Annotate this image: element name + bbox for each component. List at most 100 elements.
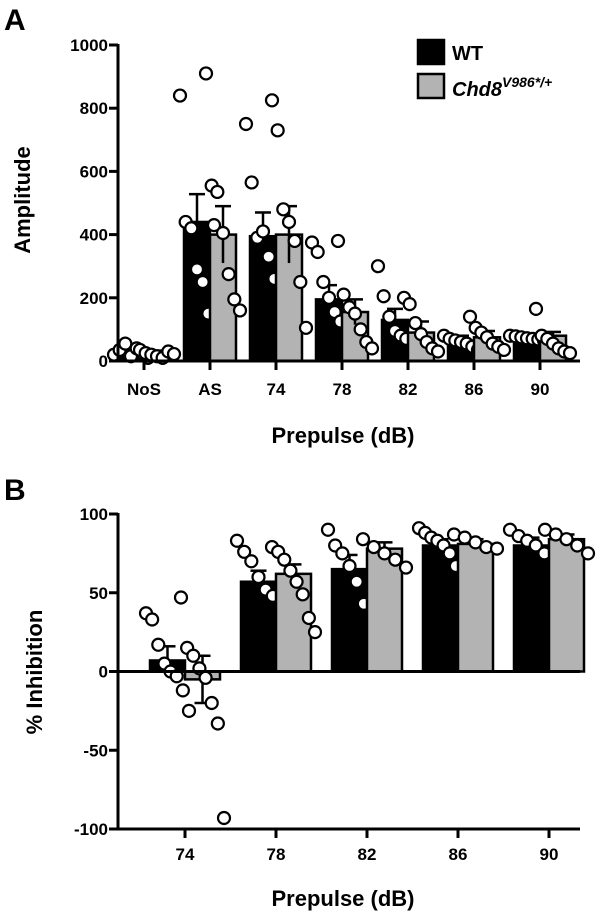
panel-letter-b: B <box>4 474 26 507</box>
panel-a-data-point <box>528 301 544 316</box>
panel-b-y-tick-label: -100 <box>74 820 108 839</box>
legend-label-mutant: Chd8V986*/+ <box>452 74 552 101</box>
panel-b-data-point <box>580 546 596 561</box>
panel-b-data-point <box>198 670 213 685</box>
panel-a-y-tick-label: 0 <box>99 352 108 371</box>
panel-b-data-point <box>301 610 316 626</box>
panel-b-x-tick-label: 82 <box>358 845 377 864</box>
panel-a-data-point <box>430 344 446 359</box>
panel-a-data-point <box>370 259 386 274</box>
panel-b-data-point <box>398 560 414 575</box>
panel-a-data-point <box>293 274 308 290</box>
panel-b-data-point <box>320 522 336 537</box>
panel-b-data-point <box>342 558 357 574</box>
panel-a-data-point <box>227 292 242 307</box>
panel-a-data-point <box>118 336 133 351</box>
panel-a-y-tick-label: 600 <box>80 162 108 181</box>
panel-b-data-point <box>204 695 219 711</box>
panel-a-data-point <box>353 322 368 337</box>
panel-b-data-point <box>442 546 457 561</box>
panel-a-data-point <box>206 218 222 233</box>
panel-letter-a: A <box>4 4 26 37</box>
panel-a-x-tick-label: AS <box>198 380 222 399</box>
panel-a-data-point <box>347 306 363 321</box>
legend-label-mutant-sup: V986*/+ <box>502 74 552 90</box>
panel-a-x-tick-label: 78 <box>333 380 352 399</box>
panel-b-data-point <box>210 716 225 731</box>
panel-b-x-tick-label: 74 <box>176 845 195 864</box>
panel-b-data-point <box>229 533 245 548</box>
panel-a-x-tick-label: 90 <box>531 380 550 399</box>
panel-b-data-point <box>289 574 304 589</box>
panel-b-data-point <box>244 554 259 569</box>
panel-b-y-tick-label: 0 <box>99 663 108 682</box>
panel-b-data-point <box>307 625 323 640</box>
panel-b-x-tick-label: 78 <box>267 845 286 864</box>
panel-b-data-point <box>283 563 298 578</box>
panel-a-data-point <box>264 93 280 108</box>
panel-a-data-point <box>402 297 417 312</box>
panel-b-data-point <box>295 587 310 602</box>
panel-b-y-tick-label: 50 <box>89 584 108 603</box>
panel-a-x-axis-title: Prepulse (dB) <box>271 423 414 448</box>
panel-b-data-point <box>388 552 403 567</box>
panel-a-y-tick-label: 1000 <box>70 36 108 55</box>
panel-a-data-point <box>270 123 285 138</box>
panel-b-data-point <box>251 569 266 585</box>
panel-b-data-point <box>366 539 381 555</box>
panel-b-data-point <box>216 810 232 826</box>
panel-b-bar-mutant <box>547 537 586 673</box>
panel-a-x-tick-label: 74 <box>267 380 286 399</box>
panel-b-y-tick-label: 100 <box>80 505 108 524</box>
panel-b-data-point <box>528 538 543 553</box>
panel-a-data-point <box>198 66 214 81</box>
panel-b-bar-mutant <box>365 547 404 673</box>
panel-a-data-point <box>364 341 380 356</box>
panel-a-data-point <box>408 315 423 331</box>
panel-a-data-point <box>276 202 291 217</box>
panel-a-data-point <box>195 274 210 290</box>
panel-a-data-point <box>298 320 314 335</box>
panel-a-data-point <box>244 175 259 190</box>
panel-a-y-tick-label: 400 <box>80 226 108 245</box>
legend: WT Chd8V986*/+ <box>416 38 552 101</box>
panel-a-data-point <box>232 303 248 318</box>
panel-b-bar-wt <box>330 567 369 673</box>
panel-a-data-point <box>172 88 188 103</box>
panel-a-data-point <box>336 287 351 302</box>
panel-a-data-point <box>166 346 182 362</box>
panel-b-data-point <box>145 612 160 627</box>
panel-b-data-point <box>355 532 371 547</box>
panel-b-y-tick-label: -50 <box>83 741 108 760</box>
panel-a-data-point <box>210 184 225 200</box>
panel-b-data-point <box>175 683 190 698</box>
panel-a-data-point <box>462 309 478 324</box>
panel-b-data-point <box>237 544 252 559</box>
panel-a-y-tick-label: 200 <box>80 289 108 308</box>
panel-a-chart: 0 200 400 600 800 1000 NoS AS 74 78 82 86 90 Prepulse… <box>10 36 580 448</box>
panel-b-data-point <box>489 541 505 556</box>
panel-b-y-axis-title: % Inhibition <box>22 610 47 735</box>
panel-b-x-tick-label: 90 <box>540 845 559 864</box>
panel-a-data-point <box>189 262 205 277</box>
panel-b-data-point <box>181 703 197 718</box>
panel-a-y-tick-label: 800 <box>80 99 108 118</box>
panel-b-bar-wt <box>512 544 551 673</box>
panel-b-bar-mutant <box>456 542 495 673</box>
panel-a-data-point <box>184 221 199 236</box>
panel-b-data-point <box>349 574 364 589</box>
panel-a-data-point <box>215 225 231 241</box>
panel-a-data-point <box>255 224 271 239</box>
panel-a-x-tick-label: 86 <box>465 380 484 399</box>
legend-label-mutant-base: Chd8 <box>452 79 503 101</box>
panel-b-data-point <box>277 552 292 567</box>
panel-b-data-point <box>335 546 350 561</box>
panel-b-data-point <box>173 590 189 605</box>
panel-a-data-point <box>562 346 578 361</box>
panel-b-data-point <box>570 538 585 553</box>
panel-a-data-point <box>496 342 512 358</box>
panel-b-chart: -100 -50 0 50 100 74 78 82 86 90 Prepulse (dB) % In… <box>22 505 596 911</box>
panel-a-data-point <box>281 214 297 230</box>
panel-a-y-axis-title: Amplitude <box>10 146 35 254</box>
panel-a-data-point <box>321 290 337 305</box>
